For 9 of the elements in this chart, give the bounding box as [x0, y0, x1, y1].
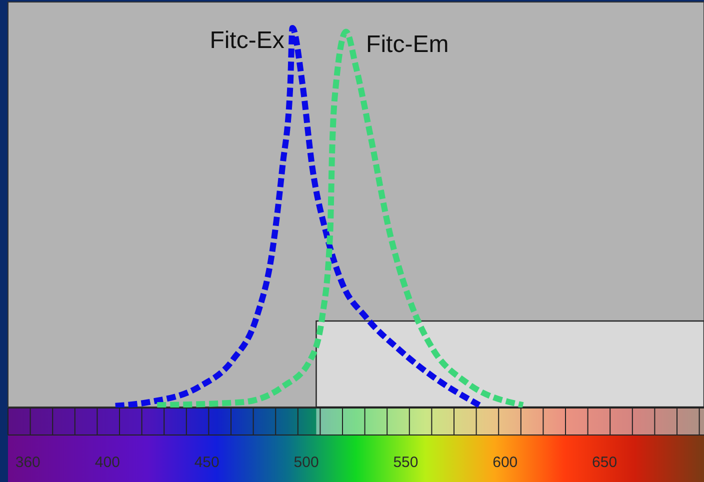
x-tick-label: 450	[194, 454, 220, 471]
series-label: Fitc-Ex	[210, 27, 284, 54]
x-tick-label: 650	[592, 454, 618, 471]
x-tick-label: 360	[15, 454, 40, 471]
series-label: Fitc-Em	[366, 30, 449, 58]
x-tick-label: 550	[393, 454, 418, 471]
x-tick-label: 400	[94, 454, 120, 471]
x-tick-label: 600	[492, 454, 518, 471]
x-tick-label: 500	[294, 454, 319, 471]
